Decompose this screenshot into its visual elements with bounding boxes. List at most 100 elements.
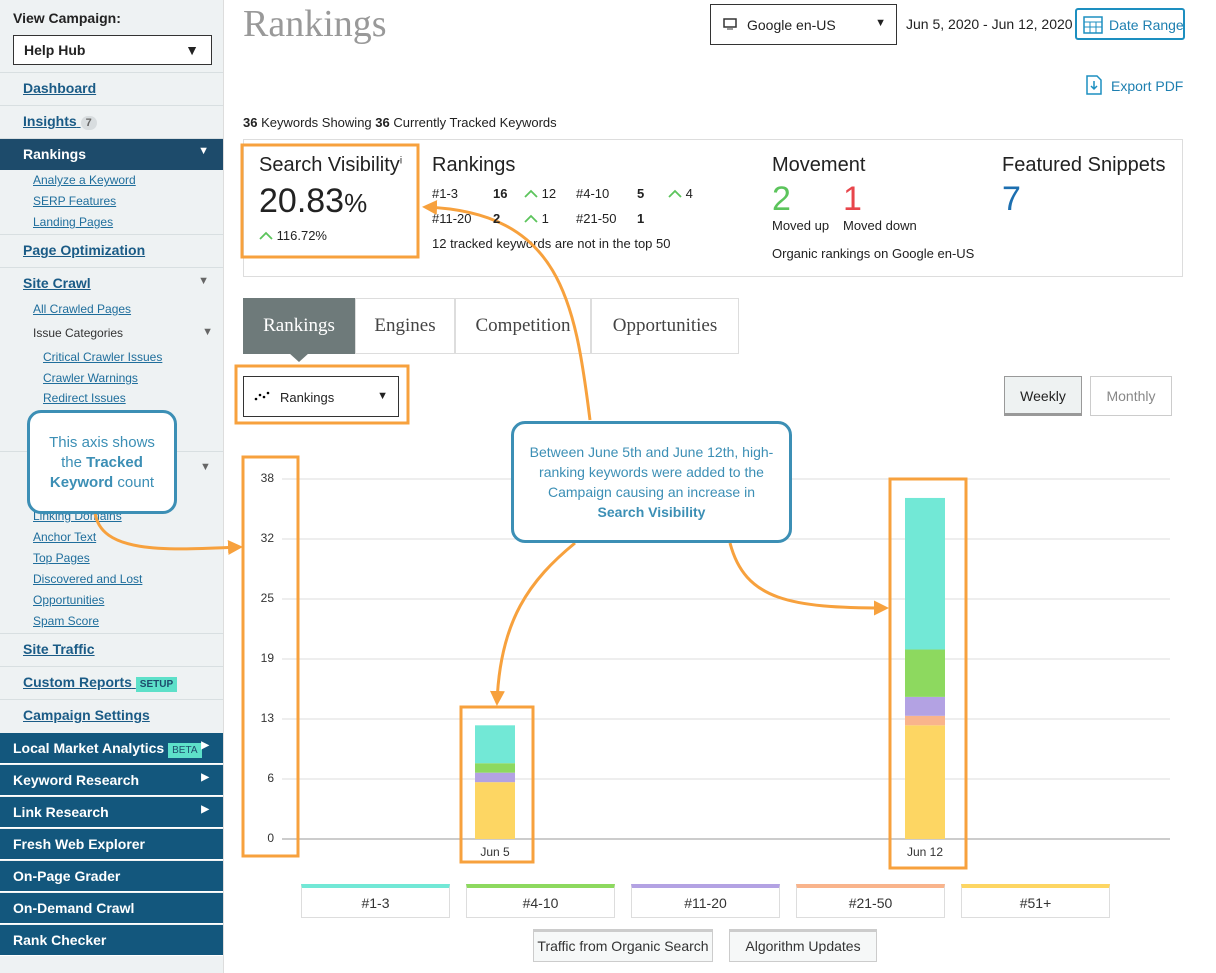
sub-link[interactable]: Top Pages	[33, 551, 90, 565]
tool-link[interactable]: Keyword Research ▶	[0, 765, 223, 796]
keywords-line: 36 Keywords Showing 36 Currently Tracked…	[243, 115, 557, 130]
rankings-title: Rankings	[432, 154, 516, 176]
tab[interactable]: Engines	[355, 298, 455, 354]
moved-down-label: Moved down	[843, 218, 917, 233]
campaign-label: View Campaign:	[13, 10, 121, 26]
toggle-button[interactable]: Traffic from Organic Search	[533, 929, 713, 962]
count: 36	[243, 115, 258, 130]
tab[interactable]: Opportunities	[591, 298, 739, 354]
date-range-text: Jun 5, 2020 - Jun 12, 2020	[906, 16, 1073, 32]
nav-link[interactable]: Site Crawl ▼	[0, 267, 223, 299]
nav-link[interactable]: Insights 7	[0, 105, 223, 137]
bar-segment	[475, 725, 515, 764]
up-caret	[524, 214, 538, 223]
sub-link[interactable]: Opportunities	[33, 593, 105, 607]
y-tick-label: 38	[261, 471, 275, 485]
sub-link[interactable]: Spam Score	[33, 614, 100, 628]
info: i	[399, 155, 403, 167]
nav-link[interactable]: Custom Reports SETUP	[0, 666, 223, 698]
nav-link[interactable]: Page Optimization	[0, 234, 223, 266]
nav-link[interactable]: Site Traffic	[0, 633, 223, 665]
rank-value: 5	[637, 186, 645, 201]
text: Search Visibility	[259, 154, 400, 176]
legend-item[interactable]: #4-10	[466, 884, 615, 918]
callout-text: Between June 5th and June 12th, high-ran…	[529, 444, 774, 500]
rank-value: 2	[493, 211, 501, 226]
nav-text: Insights	[23, 113, 77, 129]
sub-link[interactable]: Anchor Text	[33, 530, 97, 544]
toggle-button[interactable]: Algorithm Updates	[729, 929, 877, 962]
rank-label: #4-10	[576, 186, 610, 201]
badge: 7	[80, 116, 97, 130]
bar-segment	[905, 725, 945, 839]
moved-up-value: 2	[772, 180, 791, 218]
legend-item[interactable]: #1-3	[301, 884, 450, 918]
sub-link[interactable]: SERP Features	[33, 194, 117, 208]
bar-segment	[905, 696, 945, 716]
tool-text: Keyword Research	[13, 772, 140, 788]
tool-text: Link Research	[13, 804, 109, 820]
sub-link[interactable]: Redirect Issues	[43, 391, 126, 405]
tool-link[interactable]: Local Market Analytics BETA ▶	[0, 733, 223, 764]
tool-link[interactable]: On-Page Grader	[0, 861, 223, 892]
rank-label: #21-50	[576, 211, 617, 226]
tool-link[interactable]: Rank Checker	[0, 925, 223, 956]
sub-link[interactable]: Crawler Warnings	[43, 371, 138, 385]
engine-select[interactable]: Google en-US ▼	[710, 4, 897, 45]
chevron: ▼	[200, 461, 211, 473]
nav-link[interactable]: Dashboard	[0, 72, 223, 104]
tool-text: Local Market Analytics	[13, 740, 165, 756]
tab[interactable]: Competition	[455, 298, 591, 354]
moved-up-label: Moved up	[772, 218, 830, 233]
select-text: Rankings	[280, 390, 335, 405]
toggle-monthly[interactable]: Monthly	[1090, 376, 1172, 416]
chart-type-select[interactable]: Rankings ▼	[243, 376, 399, 417]
legend-item[interactable]: #11-20	[631, 884, 780, 918]
nav-text: Site Crawl	[23, 275, 91, 291]
toggle-weekly[interactable]: Weekly	[1004, 376, 1082, 416]
export-pdf[interactable]: Export PDF	[1085, 74, 1183, 95]
up-caret	[668, 189, 682, 198]
sub-text: Issue Categories	[33, 326, 124, 340]
y-tick-label: 13	[261, 711, 275, 725]
rankings-note: 12 tracked keywords are not in the top 5…	[432, 236, 671, 251]
snippets-value: 7	[1002, 180, 1021, 218]
campaign-select[interactable]: Help Hub ▼	[13, 35, 212, 65]
export-text: Export PDF	[1111, 78, 1184, 94]
moved-down-value: 1	[843, 180, 862, 218]
tool-link[interactable]: Fresh Web Explorer	[0, 829, 223, 860]
y-tick-label: 6	[267, 771, 274, 785]
sub-link[interactable]: Critical Crawler Issues	[43, 350, 163, 364]
date-range-button[interactable]: Date Range	[1075, 8, 1185, 40]
legend-item[interactable]: #51+	[961, 884, 1110, 918]
sub-heading[interactable]: Issue Categories ▼	[33, 326, 213, 340]
nav-link[interactable]: Campaign Settings	[0, 699, 223, 731]
movement-note: Organic rankings on Google en-US	[772, 246, 975, 261]
engine-text: Google en-US	[747, 17, 836, 33]
y-tick-label: 0	[267, 831, 274, 845]
tool-link[interactable]: Link Research ▶	[0, 797, 223, 828]
nav-text: Custom Reports	[23, 674, 132, 690]
rank-value: 16	[493, 186, 508, 201]
rank-change: 4	[668, 186, 693, 201]
callout-text: This axis shows the	[49, 434, 155, 471]
nav-text: Rankings	[23, 146, 87, 162]
sub-link[interactable]: All Crawled Pages	[33, 302, 132, 316]
visibility-change: 116.72%	[259, 228, 327, 243]
sub-link[interactable]: Landing Pages	[33, 215, 114, 229]
tool-link[interactable]: On-Demand Crawl	[0, 893, 223, 924]
sidebar: View Campaign: Help Hub ▼ Dashboard Insig…	[0, 0, 224, 973]
text: Keywords Showing	[261, 115, 372, 130]
sub-link[interactable]: Analyze a Keyword	[33, 173, 136, 187]
visibility-title: Search Visibilityi	[259, 154, 402, 177]
count: 36	[375, 115, 390, 130]
sub-link[interactable]: Discovered and Lost	[33, 572, 143, 586]
change: 12	[541, 186, 557, 201]
legend-item[interactable]: #21-50	[796, 884, 945, 918]
nav-link-active[interactable]: Rankings ▼	[0, 138, 223, 170]
export-icon	[1086, 75, 1102, 95]
calendar-icon	[1083, 16, 1103, 34]
change: 116.72%	[276, 228, 327, 243]
tab-active[interactable]: Rankings	[243, 298, 355, 354]
value: 20.83	[259, 182, 345, 220]
